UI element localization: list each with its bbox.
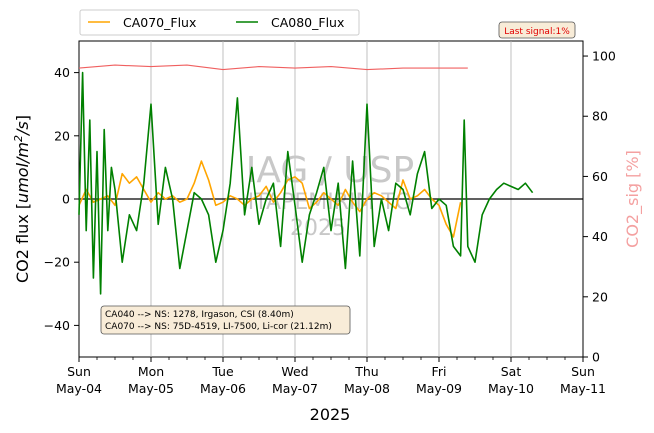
sensor-info-frame (100, 305, 351, 335)
last-signal-text: Last signal:1% (504, 27, 570, 37)
x-tick-weekday: Tue (211, 364, 234, 379)
x-tick-date: May-07 (272, 381, 318, 396)
sensor-info-line-1: CA040 --> NS: 1278, Irgason, CSI (8.40m) (105, 310, 294, 320)
x-tick-date: May-09 (416, 381, 462, 396)
legend: CA070_Flux CA080_Flux (79, 9, 360, 36)
right-y-tick-label: 0 (592, 350, 600, 365)
sensor-info-line-2: CA070 --> NS: 75D-4519, LI-7500, Li-cor … (105, 322, 332, 332)
legend-box (79, 9, 360, 36)
x-tick-weekday: Sun (571, 364, 595, 379)
y-tick-label: −40 (44, 318, 70, 333)
watermark-site: ITAPEMIRIM TO (248, 190, 412, 215)
last-signal-box: Last signal:1% (498, 21, 576, 39)
legend-label-ca070: CA070_Flux (123, 15, 196, 30)
right-y-axis: 0 20 40 60 80 100 (583, 49, 616, 365)
series-line-ca080-flux (78, 71, 534, 295)
right-y-tick-label: 40 (592, 229, 608, 244)
x-tick-weekday: Fri (432, 364, 447, 379)
x-tick-weekday: Sat (501, 364, 522, 379)
y-tick-label: −20 (44, 255, 70, 270)
right-y-axis-title: CO2_sig [%] (623, 150, 643, 248)
x-tick-date: May-05 (128, 381, 174, 396)
x-tick-weekday: Mon (138, 364, 164, 379)
x-tick-date: May-08 (344, 381, 390, 396)
series-layer (78, 64, 534, 295)
y-tick-label: 40 (54, 65, 70, 80)
right-y-tick-label: 100 (592, 49, 616, 64)
right-y-tick-label: 80 (592, 109, 608, 124)
last-signal-frame (498, 21, 576, 39)
legend-label-ca080: CA080_Flux (271, 15, 344, 30)
y-axis-title: CO2 flux [umol/m2/s] (12, 115, 33, 283)
x-tick-weekday: Wed (281, 364, 308, 379)
x-tick-weekday: Thu (354, 364, 378, 379)
sensor-info-box: CA040 --> NS: 1278, Irgason, CSI (8.40m)… (100, 305, 351, 335)
left-y-axis: −40 −20 0 20 40 (44, 65, 79, 333)
x-tick-date: May-10 (488, 381, 534, 396)
y-tick-label: 0 (62, 192, 70, 207)
series-line-co2-sig (78, 64, 468, 71)
x-axis-title: 2025 (310, 405, 351, 424)
x-tick-date: May-11 (560, 381, 606, 396)
x-tick-weekday: Sun (67, 364, 91, 379)
watermark-title: IAG / USP (246, 150, 414, 191)
x-tick-date: May-06 (200, 381, 246, 396)
right-y-tick-label: 20 (592, 289, 608, 304)
x-tick-date: May-04 (56, 381, 102, 396)
x-axis: Sun May-04 Mon May-05 Tue May-06 Wed May-07 Thu M… (56, 357, 606, 396)
right-y-tick-label: 60 (592, 169, 608, 184)
y-tick-label: 20 (54, 128, 70, 143)
